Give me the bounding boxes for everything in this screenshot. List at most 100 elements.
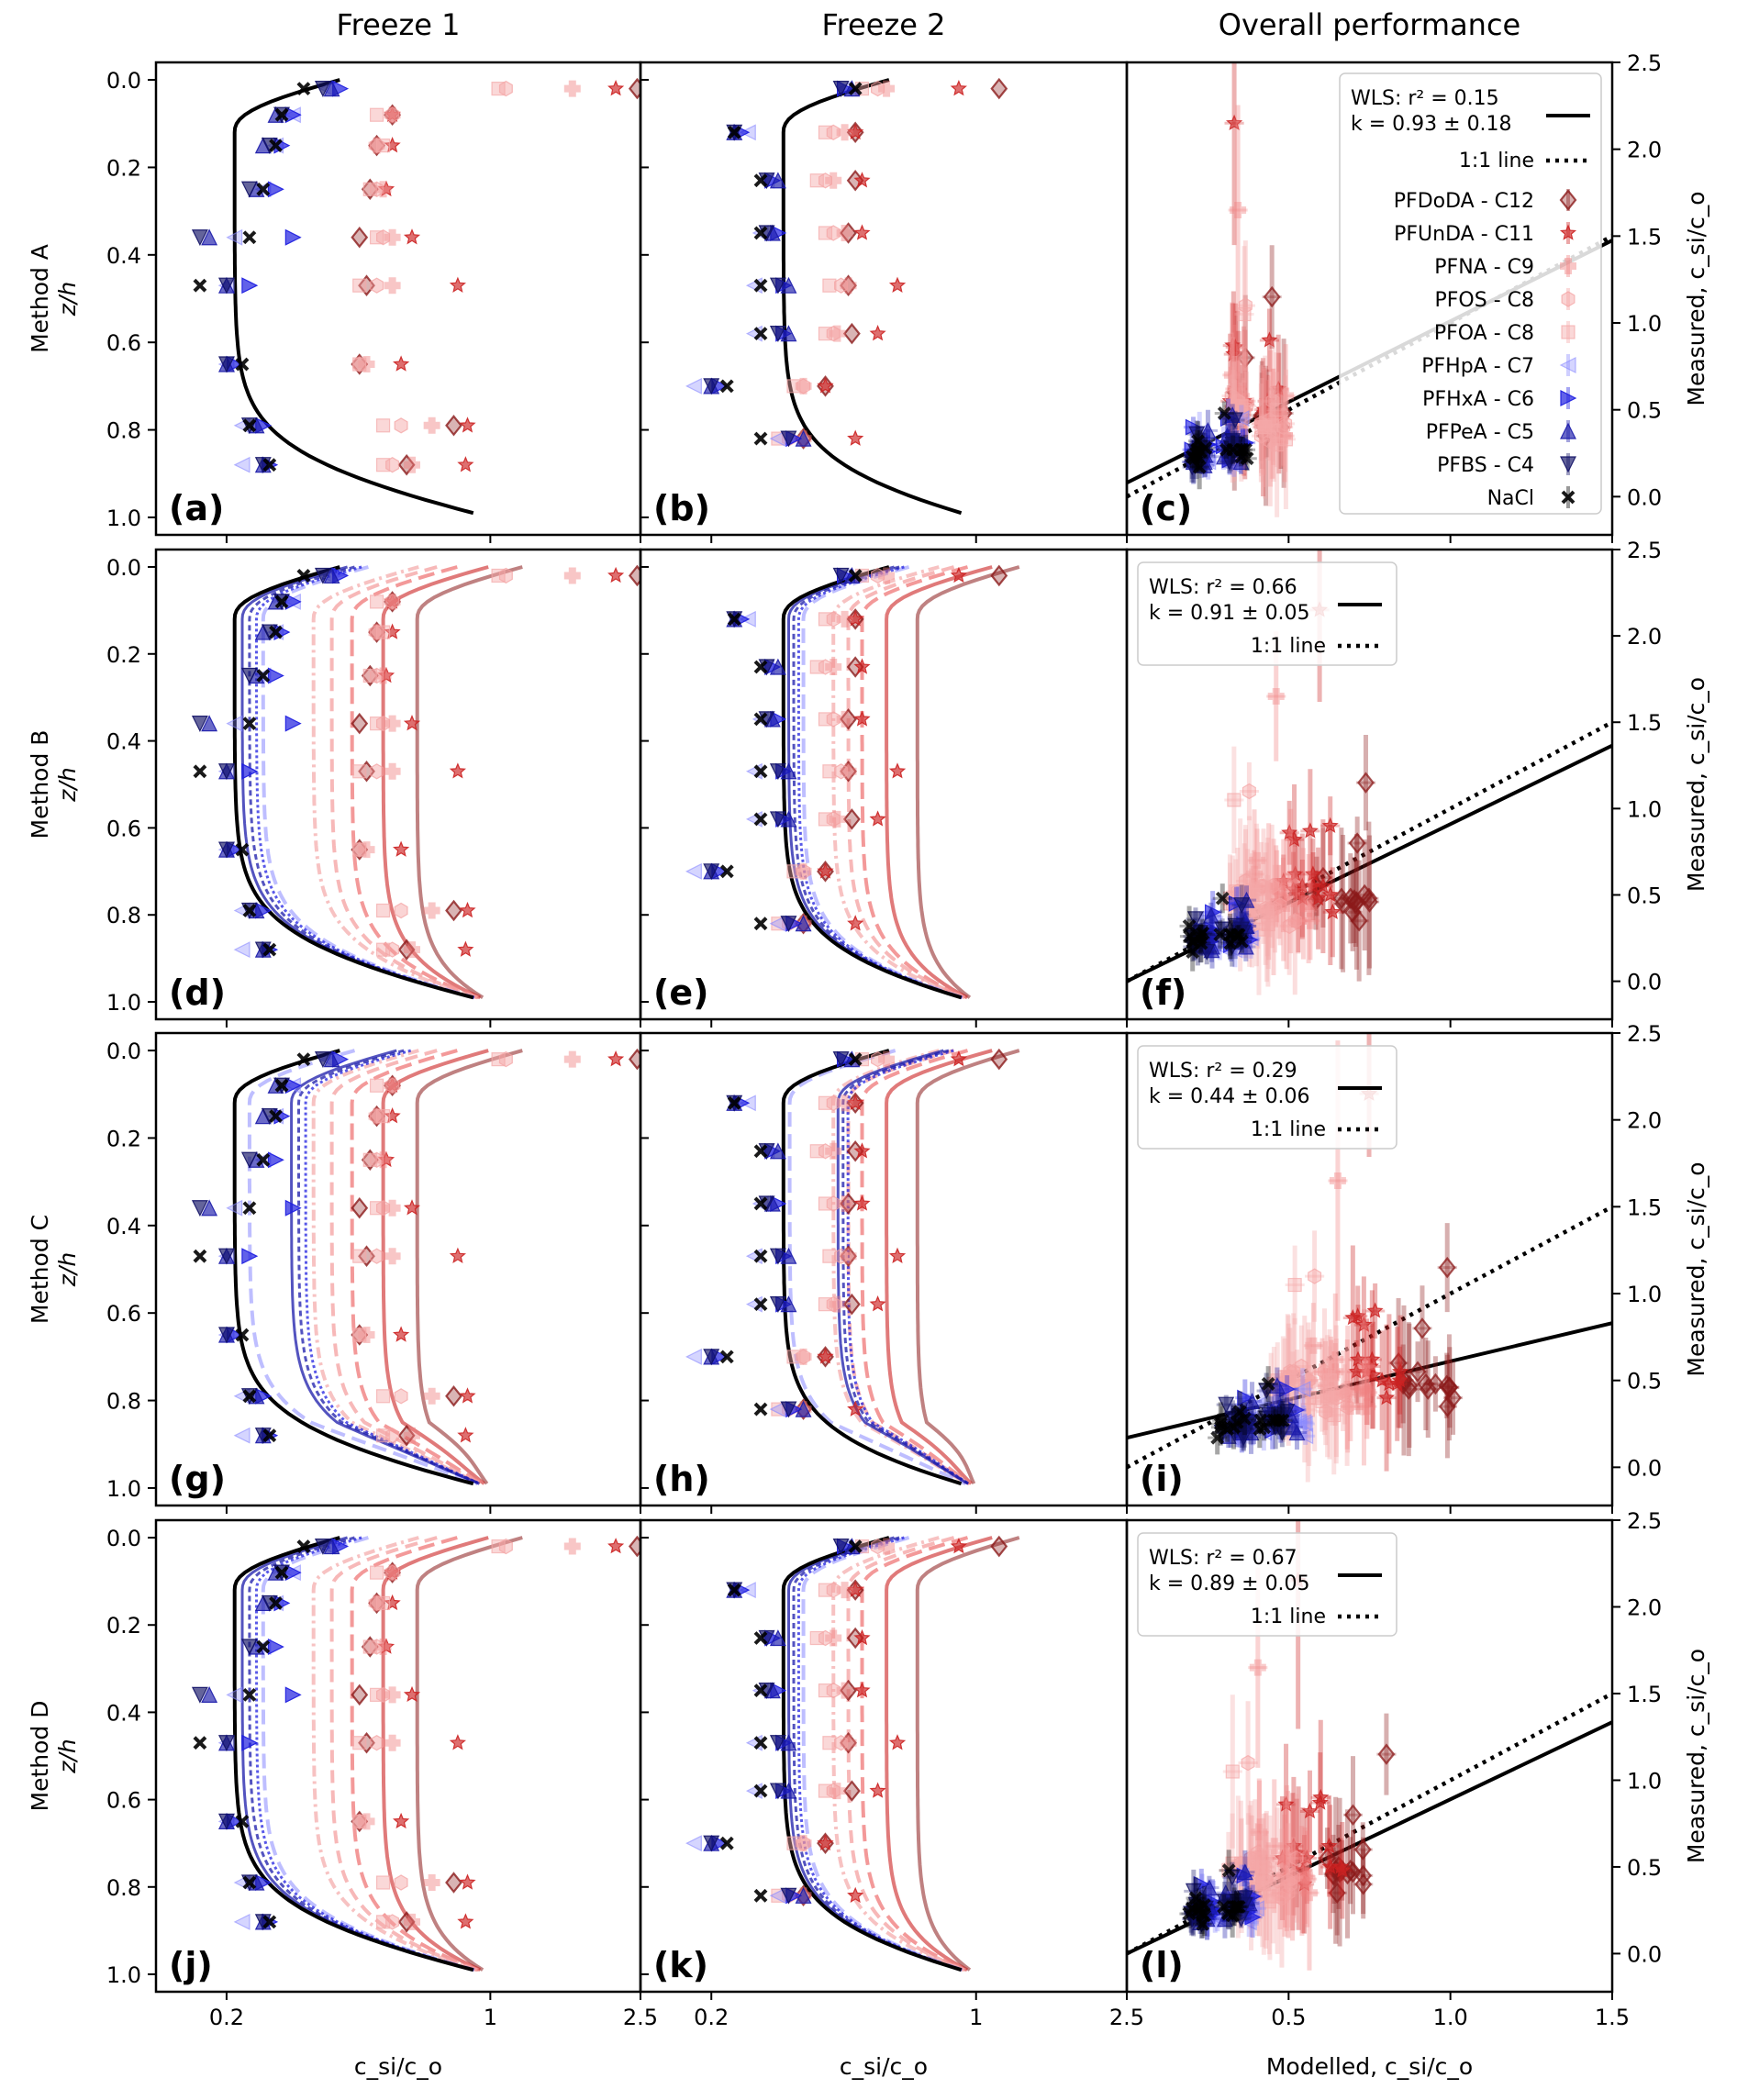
data-point-C8s: [826, 225, 841, 241]
data-point-C8s: [385, 594, 400, 610]
data-point-NaCl: [1193, 444, 1208, 459]
panel-content: [685, 1048, 1020, 1486]
data-point-C9: [1267, 688, 1285, 705]
data-point-C11: [607, 566, 625, 583]
data-point-C8a: [352, 1736, 367, 1750]
data-point-C11: [449, 762, 466, 779]
data-point-C4: [217, 1735, 235, 1752]
data-point-NaCl: [848, 1052, 863, 1067]
data-point-C9: [1277, 387, 1295, 405]
data-point-C9: [1271, 410, 1288, 428]
data-point-C4: [769, 326, 786, 342]
model-curve-C4: [290, 1049, 480, 1485]
data-point-C8a: [375, 1389, 391, 1404]
data-point-C9: [1272, 1884, 1289, 1902]
model-curve-C6: [796, 1536, 963, 1972]
model-curve-C7: [247, 1049, 479, 1486]
data-point-C11: [1321, 885, 1339, 903]
data-point-C9: [836, 1194, 853, 1212]
data-point-C11: [393, 1326, 410, 1342]
data-point-C4: [780, 916, 797, 933]
data-point-C9: [1251, 1863, 1268, 1881]
data-point-C11: [869, 1295, 886, 1312]
data-point-C12: [840, 274, 857, 296]
data-point-C8a: [369, 1565, 384, 1580]
data-point-C8a: [491, 1052, 506, 1067]
data-point-C11: [384, 593, 401, 609]
data-point-C8a: [375, 1875, 391, 1890]
legend-one-to-one-label: 1:1 line: [1251, 1118, 1326, 1141]
model-curve-C8a: [311, 1049, 482, 1486]
model-curve-C5: [841, 1049, 970, 1485]
data-point-C7: [233, 1427, 251, 1444]
data-point-C9: [1353, 1381, 1371, 1398]
model-curve-C8s: [329, 565, 478, 1000]
model-curve-C6: [846, 1049, 970, 1485]
data-point-C8a: [818, 1583, 833, 1597]
y-tick-label: 0.5: [1627, 1369, 1662, 1394]
data-point-C4: [769, 1248, 786, 1265]
data-point-C11: [1321, 1858, 1339, 1874]
legend-marker-C12: [1559, 189, 1577, 211]
data-point-C8s: [826, 1295, 841, 1313]
legend-marker-C5: [1560, 422, 1576, 439]
data-point-C11: [607, 1050, 625, 1067]
data-point-NaCl: [1275, 1413, 1290, 1428]
data-point-C8s: [1270, 1872, 1285, 1889]
data-point-C8a: [818, 226, 833, 240]
data-point-C12: [358, 1731, 375, 1754]
data-point-C8a: [786, 1350, 801, 1364]
data-point-C8a: [369, 107, 384, 122]
data-point-C9: [563, 80, 581, 97]
model-curve-C9: [350, 1536, 479, 1972]
y-tick-label: 0.5: [1627, 398, 1662, 424]
overall-ylabel: Measured, c_si/c_o: [1683, 1649, 1709, 1863]
xlabel-overall: Modelled, c_si/c_o: [1266, 2053, 1473, 2080]
data-point-C8a: [809, 660, 824, 674]
data-point-C11: [449, 276, 466, 293]
data-point-C5: [323, 567, 340, 584]
column-title: Overall performance: [1219, 7, 1520, 42]
data-point-NaCl: [753, 226, 768, 240]
data-point-C11: [457, 1427, 474, 1443]
model-curve-C9: [860, 1536, 969, 1972]
data-point-C8s: [870, 1538, 885, 1555]
data-point-C8a: [1225, 1764, 1240, 1779]
data-point-C8s: [370, 1735, 384, 1751]
data-point-C8a: [1287, 1277, 1302, 1293]
data-point-C5: [795, 429, 812, 447]
panel-i: WLS: r² = 0.29k = 0.44 ± 0.06 1:1 line (i)…: [1125, 1021, 1709, 1514]
data-point-C12: [1354, 1873, 1373, 1895]
data-point-C8a: [822, 1249, 837, 1263]
data-point-C5: [201, 1199, 218, 1217]
model-curve-C8a: [831, 1536, 965, 1972]
y-tick-label: 0.5: [1627, 1855, 1662, 1881]
data-point-C8s: [826, 1682, 841, 1699]
data-point-C12: [1377, 1743, 1396, 1765]
data-point-C11: [847, 1400, 864, 1417]
data-point-NaCl: [719, 1836, 734, 1850]
data-point-C8s: [833, 763, 849, 780]
data-point-C9: [1342, 1398, 1359, 1416]
data-point-C12: [1332, 887, 1351, 909]
data-point-C7: [1295, 1414, 1312, 1431]
data-point-C8a: [375, 458, 391, 472]
data-point-NaCl: [1214, 1420, 1228, 1435]
model-curve-C11: [381, 1049, 489, 1485]
data-point-C8s: [826, 1195, 841, 1212]
data-point-C8s: [370, 1248, 384, 1264]
data-point-C5: [323, 80, 340, 97]
model-curve-NaCl: [232, 1536, 474, 1972]
data-point-C8s: [826, 1094, 841, 1111]
data-point-NaCl: [1272, 1413, 1286, 1428]
data-point-C9: [1300, 1884, 1318, 1902]
data-point-C11: [817, 377, 834, 394]
data-point-C11: [403, 715, 421, 731]
y-tick-label: 0.8: [106, 1875, 141, 1901]
data-point-C4: [703, 378, 720, 395]
data-point-C8a: [491, 82, 506, 96]
data-point-C8s: [498, 1050, 513, 1068]
data-point-C9: [1274, 428, 1291, 445]
panel-label: (h): [653, 1459, 710, 1499]
